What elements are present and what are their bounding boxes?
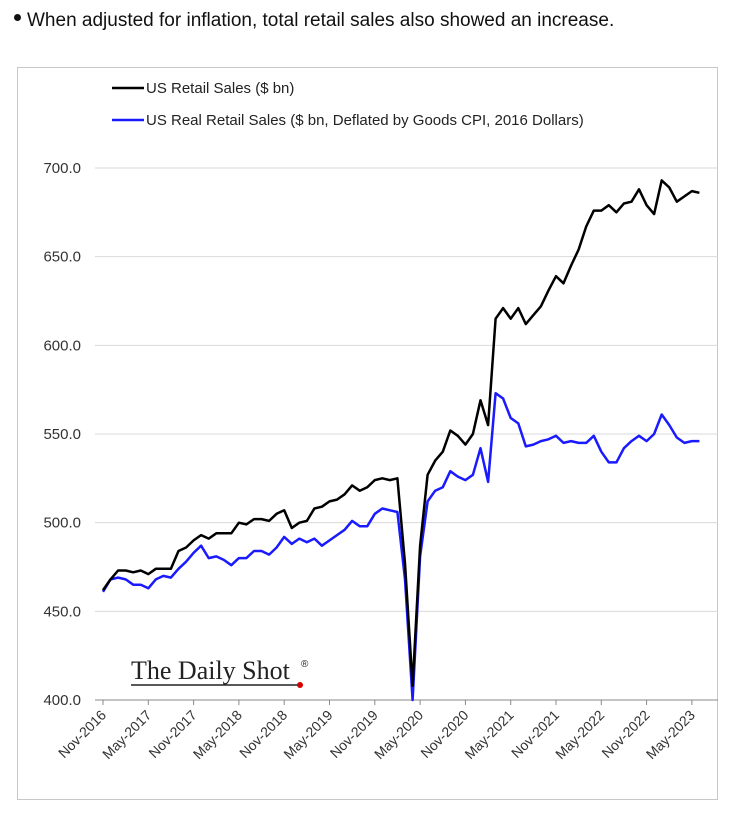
x-tick-label: May-2019 <box>280 707 335 762</box>
x-axis-ticks: Nov-2016May-2017Nov-2017May-2018Nov-2018… <box>55 700 698 762</box>
data-series <box>101 179 700 702</box>
summary-text: When adjusted for inflation, total retai… <box>27 10 615 31</box>
logo-red-dot-icon <box>297 682 303 688</box>
y-tick-label: 550.0 <box>43 426 81 443</box>
series-line-real-retail-sales <box>101 391 700 702</box>
summary-bullet: When adjusted for inflation, total retai… <box>14 10 614 32</box>
logo-text: The Daily Shot <box>131 656 291 685</box>
the-daily-shot-logo: The Daily Shot ® <box>131 656 309 688</box>
y-tick-label: 500.0 <box>43 515 81 532</box>
grid-lines <box>95 167 718 701</box>
x-tick-label: May-2022 <box>552 707 607 762</box>
series-line-nominal-retail-sales <box>101 179 700 688</box>
y-axis-ticks: 400.0 450.0 500.0 550.0 600.0 650.0 700.0 <box>43 160 81 709</box>
y-tick-label: 450.0 <box>43 603 81 620</box>
x-tick-label: May-2017 <box>99 707 154 762</box>
y-tick-label: 700.0 <box>43 160 81 177</box>
y-tick-label: 650.0 <box>43 249 81 266</box>
y-tick-label: 600.0 <box>43 337 81 354</box>
x-tick-label: May-2021 <box>461 707 516 762</box>
legend: US Retail Sales ($ bn) US Real Retail Sa… <box>112 80 584 129</box>
legend-label-nominal: US Retail Sales ($ bn) <box>146 80 294 97</box>
legend-label-real: US Real Retail Sales ($ bn, Deflated by … <box>146 112 584 129</box>
x-tick-label: May-2023 <box>643 707 698 762</box>
x-tick-label: May-2018 <box>190 707 245 762</box>
y-tick-label: 400.0 <box>43 692 81 709</box>
logo-registered-mark: ® <box>301 659 309 670</box>
x-tick-label: May-2020 <box>371 707 426 762</box>
bullet-dot-icon <box>14 14 21 21</box>
